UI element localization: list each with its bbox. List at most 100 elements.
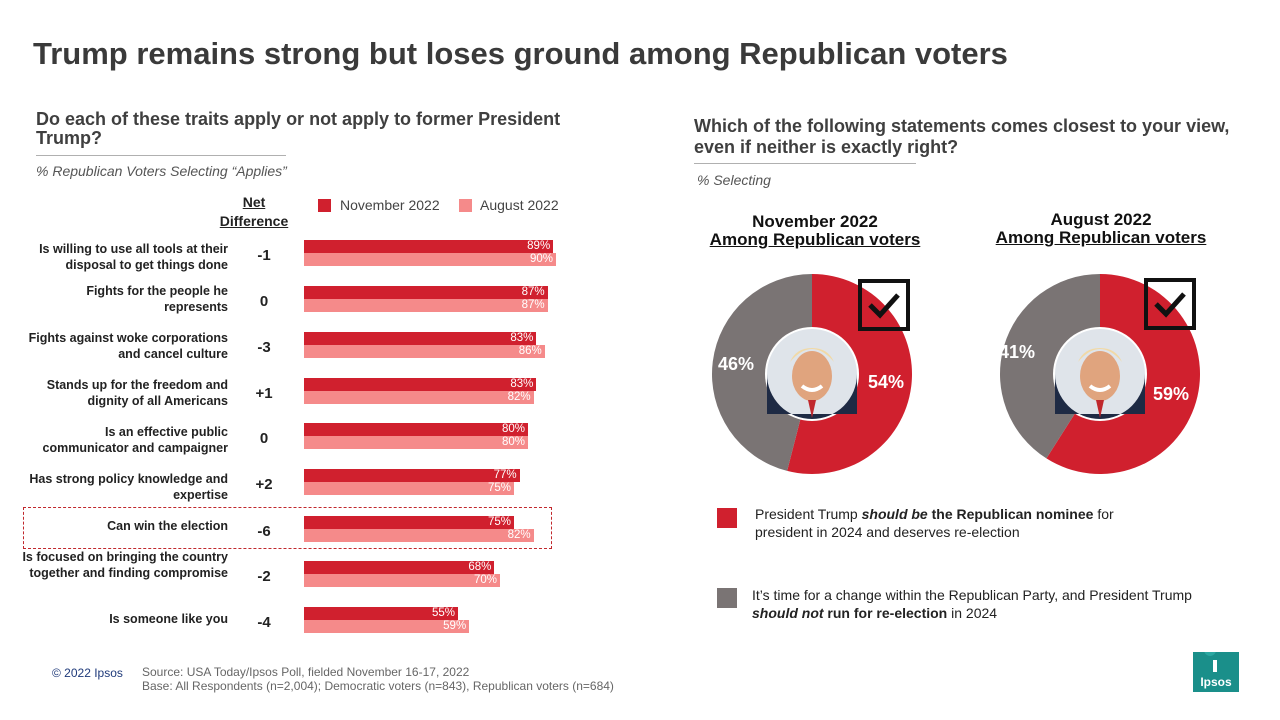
trait-label: Stands up for the freedom and dignity of… [46, 378, 228, 408]
ipsos-logo: Ipsos [1193, 652, 1239, 692]
trump-portrait-icon [767, 329, 857, 419]
trait-label: Is focused on bringing the country toget… [22, 550, 228, 580]
legend-gray-pre: It’s time for a change within the Republ… [752, 587, 1192, 603]
donut-pct-label: 59% [1153, 384, 1189, 404]
bar-nov: 83% [304, 332, 537, 345]
legend-gray-text: It’s time for a change within the Republ… [752, 586, 1192, 622]
legend-gray-em: should not [752, 605, 824, 621]
trump-portrait-icon [1055, 329, 1145, 419]
bar-aug-label: 59% [443, 620, 467, 632]
bar-nov: 80% [304, 423, 528, 436]
legend-red-bold: the Republican nominee [927, 506, 1094, 522]
net-difference-value: 0 [259, 430, 269, 447]
left-subtitle: % Republican Voters Selecting “Applies” [36, 163, 287, 179]
bar-nov: 87% [304, 286, 548, 299]
net-difference-value: -2 [257, 568, 271, 585]
donut-nov-heading: November 2022 Among Republican voters [690, 213, 940, 249]
legend-red-swatch [717, 508, 737, 528]
donut-pct-label: 54% [868, 372, 904, 392]
trait-label: Is willing to use all tools at their dis… [39, 242, 228, 272]
page-title: Trump remains strong but loses ground am… [33, 36, 1008, 71]
trait-label: Is an effective public communicator and … [42, 425, 228, 455]
donut-aug-heading-line2: Among Republican voters [995, 228, 1207, 247]
legend-aug-swatch [459, 199, 472, 212]
net-difference-value: 0 [259, 293, 269, 310]
bar-aug-label: 80% [501, 436, 525, 448]
bar-aug-label: 86% [518, 345, 542, 357]
bar-aug-label: 82% [507, 391, 531, 403]
right-subtitle: % Selecting [697, 172, 771, 188]
right-question-rule [694, 163, 916, 164]
net-difference-value: -3 [257, 339, 271, 356]
checkmark-icon [1154, 292, 1186, 318]
checkmark-icon [868, 293, 900, 319]
right-question: Which of the following statements comes … [694, 116, 1230, 157]
net-difference-value: -1 [257, 247, 271, 264]
footer-base-line: Base: All Respondents (n=2,004); Democra… [142, 679, 614, 693]
donut-nov-heading-line2: Among Republican voters [709, 230, 921, 249]
bar-aug: 87% [304, 299, 548, 312]
slice-time-for-change [712, 274, 812, 471]
footer-source-line: Source: USA Today/Ipsos Poll, fielded No… [142, 665, 470, 679]
highlight-box [23, 507, 552, 549]
legend-gray-bold: run for re-election [823, 605, 948, 621]
ipsos-logo-mark-icon [1193, 652, 1239, 674]
bar-aug: 59% [304, 620, 470, 633]
trait-label: Has strong policy knowledge and expertis… [29, 472, 228, 502]
bar-aug-label: 87% [521, 299, 545, 311]
bar-nov: 68% [304, 561, 495, 574]
footer-source: Source: USA Today/Ipsos Poll, fielded No… [142, 665, 614, 693]
trait-label: Fights for the people he represents [86, 284, 228, 314]
bar-aug: 86% [304, 345, 545, 358]
donut-aug-chart: 59% 41% [999, 274, 1200, 474]
bar-aug: 80% [304, 436, 528, 449]
donut-aug-heading: August 2022 Among Republican voters [976, 211, 1226, 247]
legend-red-em: should be [861, 506, 928, 522]
trait-label: Can win the election [107, 519, 228, 533]
bar-nov-label: 83% [510, 378, 534, 390]
bar-aug: 70% [304, 574, 500, 587]
bar-nov-label: 68% [468, 561, 492, 573]
bar-nov-label: 87% [521, 286, 545, 298]
bar-aug-label: 70% [473, 574, 497, 586]
legend-gray-swatch [717, 588, 737, 608]
bar-nov: 89% [304, 240, 554, 253]
net-difference-value: -4 [257, 614, 271, 631]
bar-nov: 77% [304, 469, 520, 482]
legend-red-text: President Trump should be the Republican… [755, 505, 1175, 541]
net-difference-value: +2 [255, 476, 273, 493]
checkbox-nov [858, 279, 910, 331]
bar-aug: 82% [304, 391, 534, 404]
legend-nov-label: November 2022 [340, 197, 440, 213]
donut-nov-heading-line1: November 2022 [752, 212, 878, 231]
legend-red-pre: President Trump [755, 506, 862, 522]
ipsos-logo-text: Ipsos [1200, 675, 1232, 689]
trait-label: Fights against woke corporations and can… [28, 331, 228, 361]
bar-aug-label: 75% [487, 482, 511, 494]
legend-nov-swatch [318, 199, 331, 212]
footer-copyright: © 2022 Ipsos [52, 666, 123, 680]
left-question: Do each of these traits apply or not app… [36, 109, 561, 148]
legend-aug-label: August 2022 [480, 197, 559, 213]
donut-pct-label: 41% [999, 342, 1035, 362]
bar-nov: 75% [304, 516, 514, 529]
left-question-rule [36, 155, 286, 156]
bar-aug: 82% [304, 529, 534, 542]
legend-red-post: for president in 2024 and deserves re-el… [755, 506, 1114, 540]
donut-pct-label: 46% [718, 354, 754, 374]
net-difference-value: +1 [255, 385, 273, 402]
bar-nov-label: 89% [527, 240, 551, 252]
bar-nov-label: 55% [431, 607, 455, 619]
donut-aug-heading-line1: August 2022 [1050, 210, 1152, 229]
donut-nov-chart: 54% 46% [712, 274, 912, 474]
bar-aug-label: 82% [507, 529, 531, 541]
bar-nov-label: 83% [510, 332, 534, 344]
bar-nov-label: 75% [487, 516, 511, 528]
bar-aug: 90% [304, 253, 556, 266]
net-difference-header: Net Difference [219, 194, 289, 229]
bar-aug: 75% [304, 482, 514, 495]
bar-aug-label: 90% [529, 253, 553, 265]
checkbox-aug [1144, 278, 1196, 330]
trait-label: Is someone like you [109, 612, 228, 626]
bar-nov: 55% [304, 607, 458, 620]
